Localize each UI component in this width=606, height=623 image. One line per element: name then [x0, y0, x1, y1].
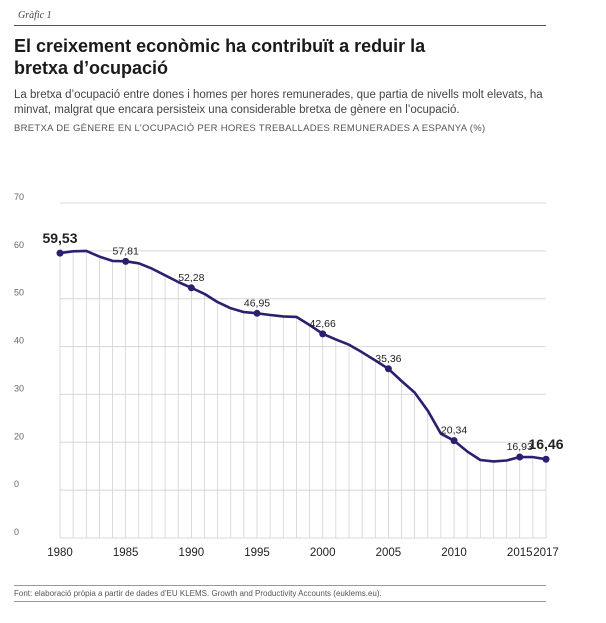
x-tick-label: 2000 [310, 547, 336, 559]
y-tick-label: 20 [14, 431, 24, 441]
data-point [56, 249, 64, 257]
data-point [122, 257, 130, 265]
x-tick-label: 2015 [507, 547, 533, 559]
x-tick-label: 2017 [533, 547, 559, 559]
x-tick-label: 1990 [179, 547, 205, 559]
data-point [187, 284, 195, 292]
source-top-divider [14, 585, 546, 586]
data-label: 16,93 [507, 441, 533, 453]
data-label: 35,36 [375, 353, 401, 365]
y-tick-label: 0 [14, 527, 19, 537]
data-label: 20,34 [441, 425, 467, 437]
data-point [253, 309, 261, 317]
data-label: 46,95 [244, 297, 270, 309]
chart-heading: BRETXA DE GÈNERE EN L’OCUPACIÓ PER HORES… [14, 123, 486, 134]
data-label: 57,81 [113, 245, 139, 257]
top-divider [14, 25, 546, 26]
source-bottom-divider [14, 601, 546, 602]
x-tick-label: 2010 [441, 547, 467, 559]
x-tick-label: 1985 [113, 547, 139, 559]
data-label: 16,46 [528, 436, 563, 452]
data-point [319, 330, 327, 338]
x-tick-label: 1995 [244, 547, 270, 559]
data-point [450, 437, 458, 445]
y-tick-label: 30 [14, 383, 24, 393]
chart-title: El creixement econòmic ha contribuït a r… [14, 36, 426, 78]
source-note: Font: elaboració pròpia a partir de dade… [14, 589, 382, 598]
chart-subtitle: La bretxa d’ocupació entre dones i homes… [14, 89, 543, 116]
y-tick-label: 70 [14, 192, 24, 202]
y-tick-label: 40 [14, 336, 24, 346]
data-label: 52,28 [178, 272, 204, 284]
data-point [516, 453, 524, 461]
figure-label: Gràfic 1 [18, 10, 52, 21]
y-tick-label: 50 [14, 288, 24, 298]
data-point [384, 365, 392, 373]
data-label: 59,53 [42, 230, 77, 246]
data-label: 42,66 [310, 318, 336, 330]
series-line [59, 249, 547, 463]
x-tick-label: 2005 [376, 547, 402, 559]
y-tick-label: 60 [14, 240, 24, 250]
y-tick-label: 0 [14, 479, 19, 489]
data-point [542, 455, 550, 463]
x-tick-label: 1980 [47, 547, 73, 559]
